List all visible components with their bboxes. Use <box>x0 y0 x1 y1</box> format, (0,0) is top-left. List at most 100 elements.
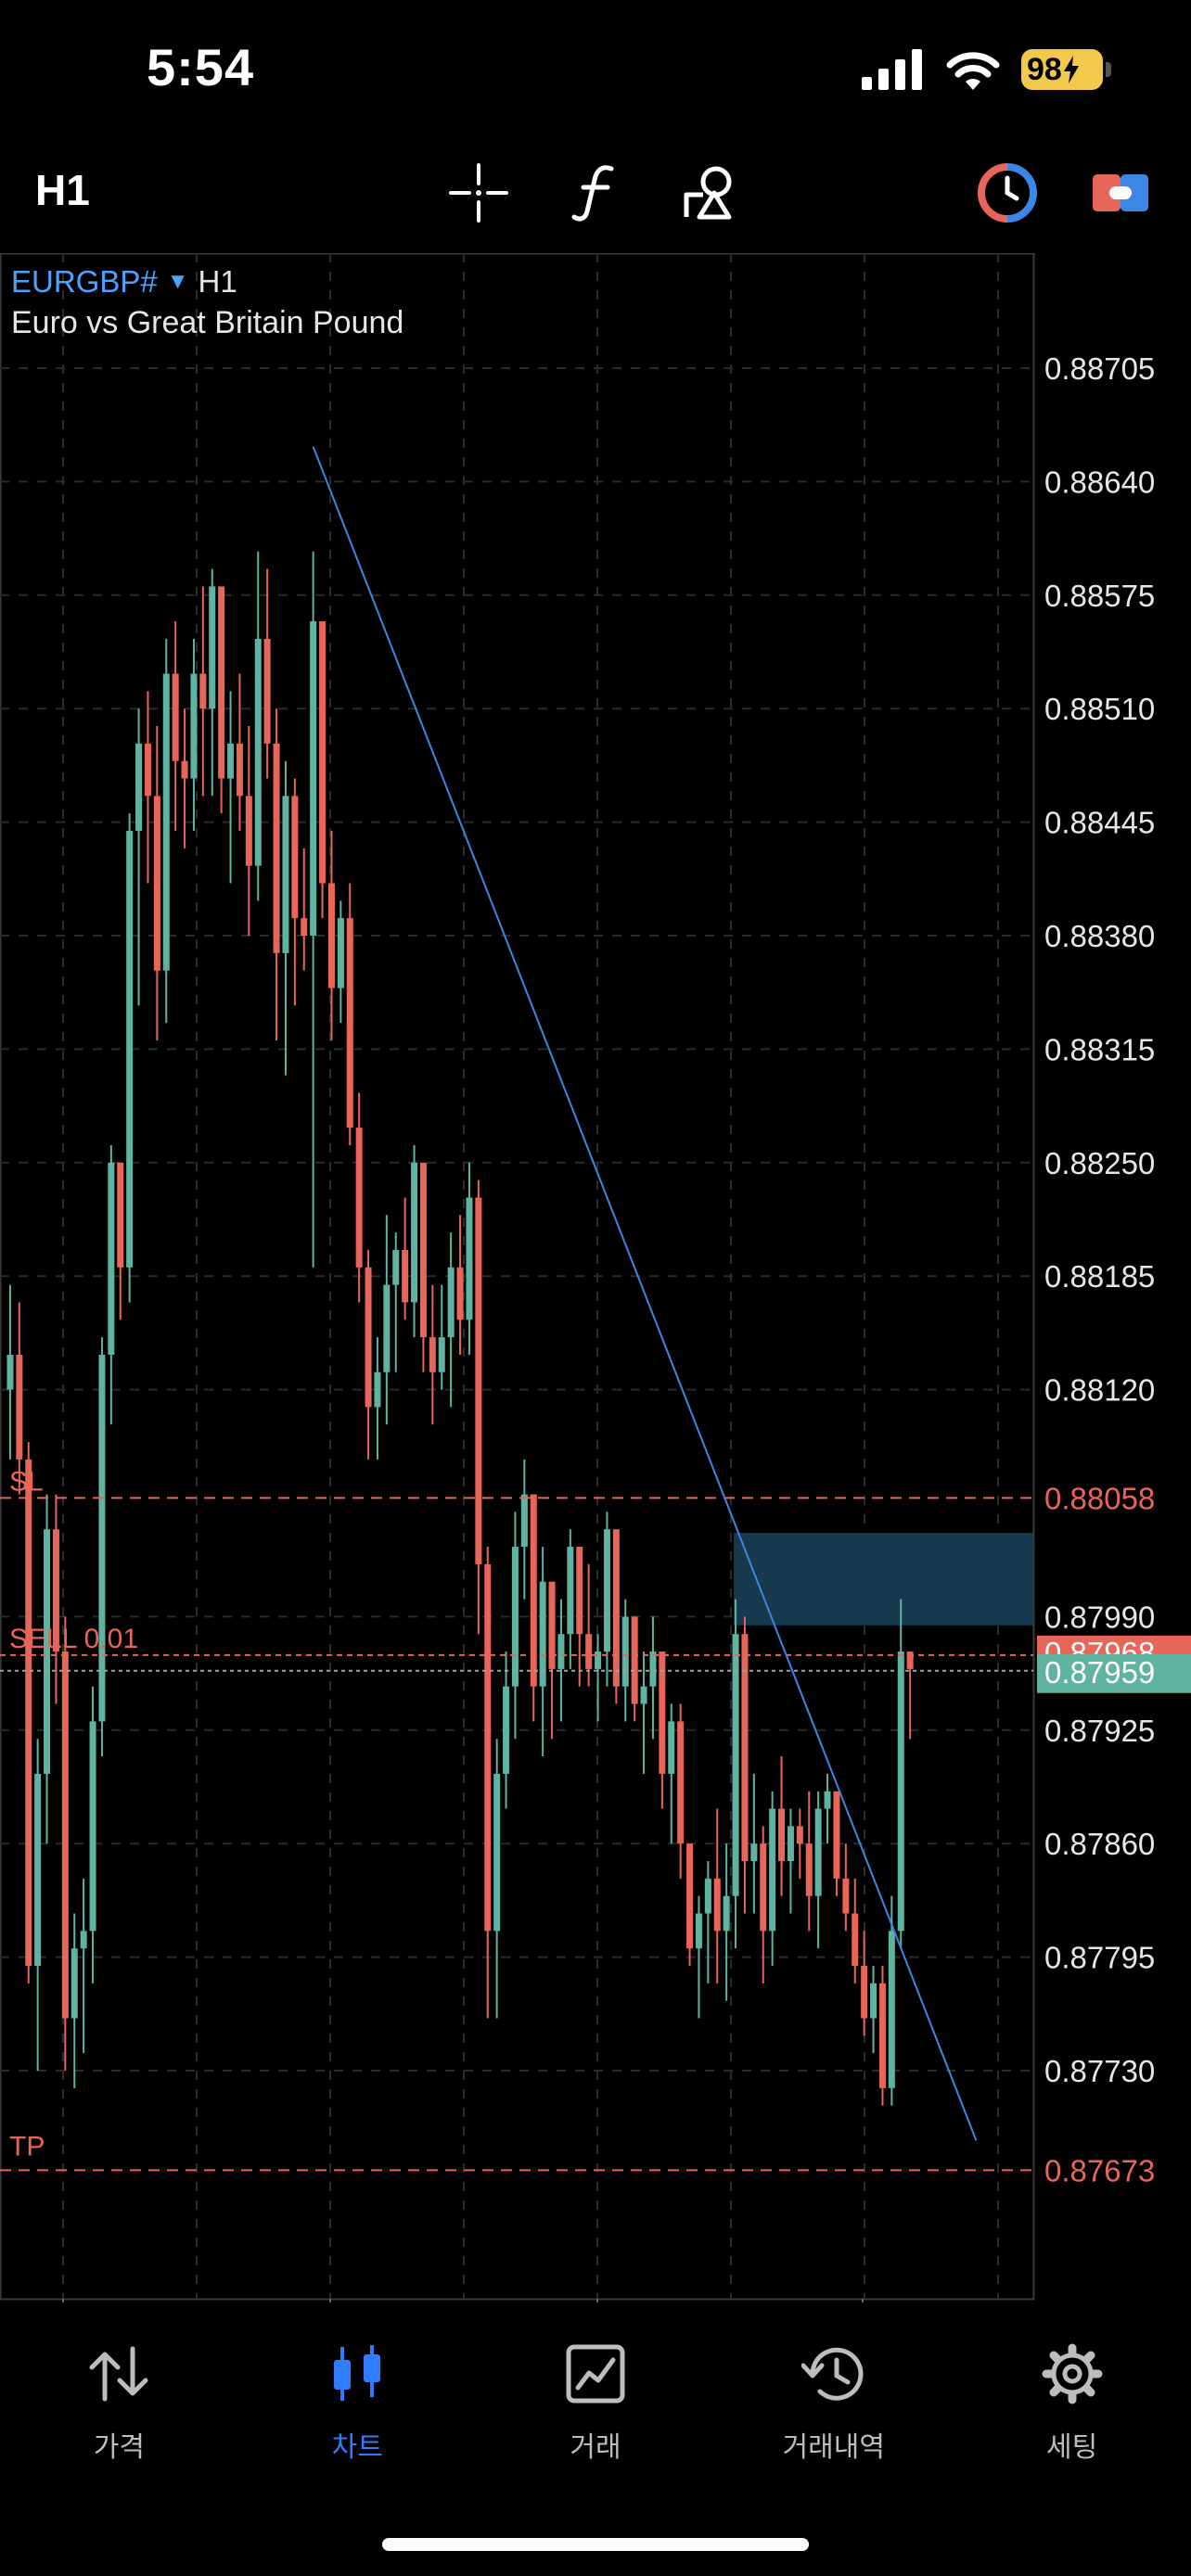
candle-bull <box>704 1878 711 1914</box>
price-chart[interactable]: 0.88705 0.88640 0.88575 0.88510 0.88445 0.883… <box>0 253 1191 2302</box>
symbol-dropdown-icon[interactable]: ▼ <box>166 269 189 294</box>
y-tick-label: 0.87860 <box>1044 1827 1155 1861</box>
candle-bear <box>576 1547 583 1635</box>
candle-bull <box>814 1808 822 1896</box>
bid-price-tag-bg <box>1037 1653 1191 1693</box>
candle-bull <box>44 1529 51 1774</box>
candle-bull <box>723 1895 730 1932</box>
candle-bear <box>659 1651 666 1774</box>
candle-bull <box>98 1354 106 1722</box>
candle-bear <box>429 1337 436 1372</box>
timeframe-button[interactable]: H1 <box>35 166 90 214</box>
y-tick-label: 0.88445 <box>1044 806 1155 840</box>
candle-bear <box>61 1651 69 2019</box>
cellular-signal-icon <box>862 49 922 90</box>
nav-label-settings: 세팅 <box>1045 2432 1098 2463</box>
candle-bear <box>365 1267 372 1408</box>
candle-bull <box>668 1721 675 1774</box>
candle-bear <box>484 1563 492 1932</box>
candle-bull <box>888 1931 895 2088</box>
home-indicator <box>382 2538 809 2551</box>
symbol-header[interactable]: EURGBP# ▼ H1 <box>11 264 237 300</box>
candle-bear <box>456 1267 464 1320</box>
candle-bull <box>787 1826 794 1862</box>
candle-bull <box>108 1162 115 1355</box>
candle-bear <box>245 796 252 866</box>
candle-bear <box>273 743 280 953</box>
candle-bear <box>833 1791 840 1879</box>
candle-bear <box>585 1634 593 1669</box>
candle-bull <box>162 673 170 971</box>
tp-price-tag-bg <box>1037 2151 1191 2189</box>
trendline <box>312 446 978 2141</box>
y-tick-label: 0.88120 <box>1044 1373 1155 1408</box>
candle-bull <box>6 1354 14 1390</box>
y-tick-label: 0.87730 <box>1044 2054 1155 2088</box>
objects-icon[interactable] <box>673 156 748 230</box>
candle-bull <box>80 1931 87 1949</box>
candle-bear <box>199 673 207 709</box>
symbol-description: Euro vs Great Britain Pound <box>11 305 404 340</box>
candle-bull <box>466 1197 473 1320</box>
y-tick-label: 0.88380 <box>1044 919 1155 953</box>
candle-bull <box>190 673 198 779</box>
candle-bear <box>612 1529 620 1687</box>
candle-bull <box>438 1337 445 1372</box>
candle-bull <box>70 1948 78 2019</box>
y-tick-label: 0.87795 <box>1044 1941 1155 1975</box>
candle-bear <box>16 1354 23 1460</box>
candle-bear <box>852 1913 859 1967</box>
candle-bear <box>144 743 151 797</box>
candle-bull <box>557 1634 565 1669</box>
candle-bear <box>153 796 160 971</box>
candle-bull <box>383 1284 391 1372</box>
sl-label: SL <box>9 1466 44 1497</box>
y-tick-label: 0.88315 <box>1044 1032 1155 1066</box>
candle-bear <box>741 1634 749 1862</box>
crosshair-icon[interactable] <box>442 156 516 230</box>
candle-bear <box>475 1197 482 1564</box>
tp-price-tag: 0.87673 <box>1044 2153 1155 2187</box>
nav-item-trade[interactable]: 거래 <box>477 2318 715 2485</box>
candle-bull <box>254 638 262 866</box>
bid-price-tag: 0.87959 <box>1044 1655 1155 1690</box>
candle-bear <box>842 1878 850 1914</box>
candle-bear <box>548 1581 556 1669</box>
chart-toolbar: H1 <box>0 148 1191 250</box>
nav-item-settings[interactable]: 세팅 <box>953 2318 1191 2485</box>
sell-order-label: SELL 0.01 <box>9 1624 138 1654</box>
nav-label-trade: 거래 <box>570 2432 621 2463</box>
candle-bear <box>713 1878 721 1932</box>
candle-bear <box>236 743 243 797</box>
candle-bull <box>603 1529 610 1652</box>
bottom-navigation: 가격 차트 거래 <box>0 2318 1191 2485</box>
nav-item-quotes[interactable]: 가격 <box>0 2318 238 2485</box>
candle-bear <box>906 1651 914 1669</box>
candle-bear <box>301 918 308 936</box>
symbol-name[interactable]: EURGBP# <box>11 264 158 299</box>
candle-bear <box>319 621 327 884</box>
y-tick-label: 0.88640 <box>1044 465 1155 499</box>
nav-item-chart[interactable]: 차트 <box>238 2318 477 2485</box>
candle-bear <box>677 1721 685 1844</box>
candle-bull <box>539 1581 546 1687</box>
indicators-icon[interactable] <box>558 156 633 230</box>
nav-label-chart: 차트 <box>331 2432 383 2463</box>
nav-label-quotes: 가격 <box>93 2432 145 2463</box>
candle-bull <box>493 1773 501 1932</box>
trade-panel-icon[interactable] <box>1083 156 1158 230</box>
candle-bull <box>769 1808 776 1932</box>
arrows-updown-icon <box>82 2337 156 2411</box>
candle-bear <box>52 1529 59 1652</box>
chart-canvas[interactable]: 0.88705 0.88640 0.88575 0.88510 0.88445 0.883… <box>0 253 1191 2302</box>
tp-label: TP <box>9 2131 45 2162</box>
candle-bull <box>870 1983 877 2019</box>
nav-label-history: 거래내역 <box>782 2432 885 2463</box>
candle-bear <box>778 1808 786 1862</box>
nav-item-history[interactable]: 거래내역 <box>714 2318 953 2485</box>
one-click-trading-icon[interactable] <box>970 156 1044 230</box>
candle-bull <box>695 1913 702 1949</box>
candle-bull <box>732 1634 739 1896</box>
candlestick-icon <box>320 2337 394 2411</box>
